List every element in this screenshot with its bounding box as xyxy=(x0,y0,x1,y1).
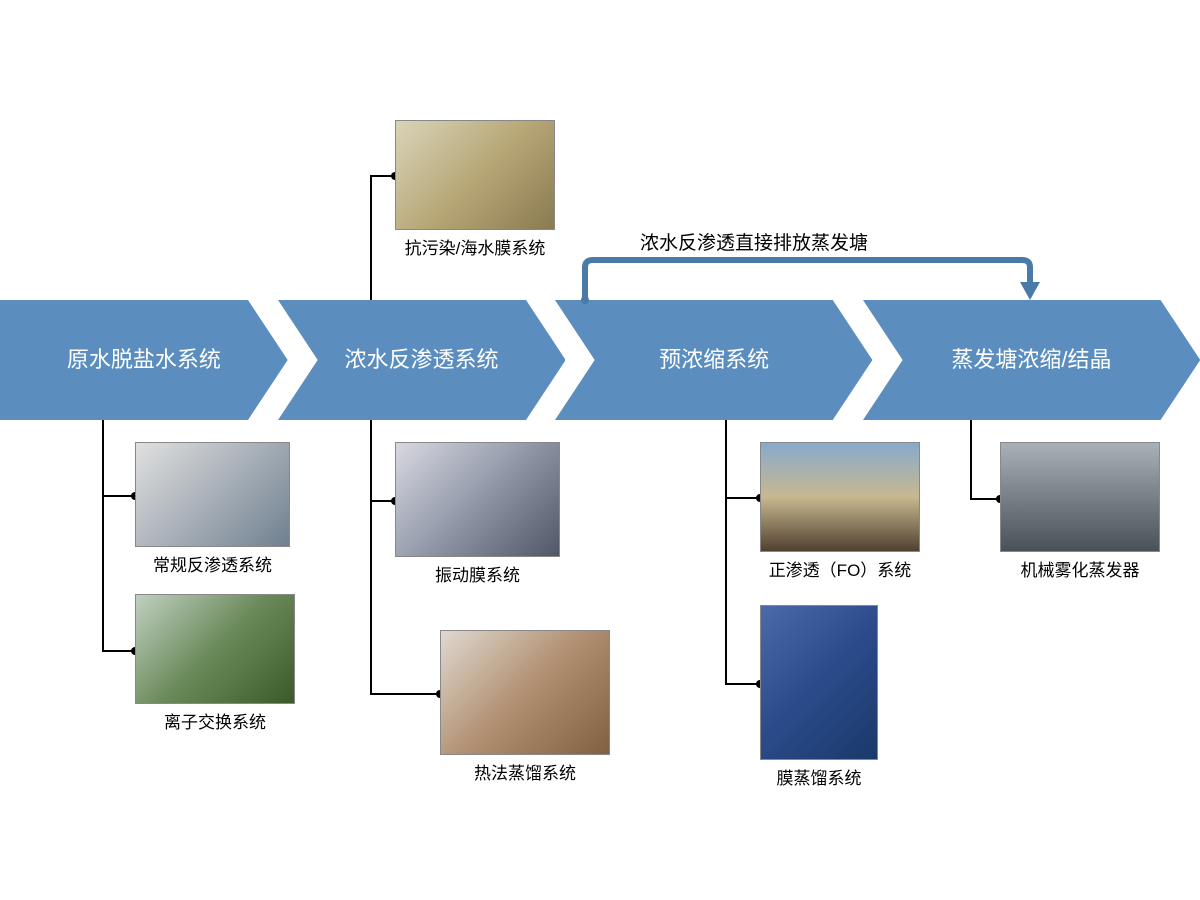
item-antifouling: 抗污染/海水膜系统 xyxy=(395,120,555,259)
item-image xyxy=(440,630,610,755)
connector xyxy=(102,420,104,650)
item-vibmembrane: 振动膜系统 xyxy=(395,442,560,586)
item-image xyxy=(395,442,560,557)
item-ionexchange: 离子交换系统 xyxy=(135,594,295,733)
chevron-row: 原水脱盐水系统 浓水反渗透系统 预浓缩系统 蒸发塘浓缩/结晶 xyxy=(0,300,1200,420)
item-image xyxy=(1000,442,1160,552)
item-image xyxy=(760,605,878,760)
item-caption: 热法蒸馏系统 xyxy=(440,759,610,784)
item-image xyxy=(135,442,290,547)
process-flow-diagram: 原水脱盐水系统 浓水反渗透系统 预浓缩系统 蒸发塘浓缩/结晶 浓水反渗透直接排放… xyxy=(0,0,1200,900)
stage-2-label: 浓水反渗透系统 xyxy=(345,346,499,375)
item-caption: 机械雾化蒸发器 xyxy=(1000,556,1160,581)
item-membranedist: 膜蒸馏系统 xyxy=(760,605,878,789)
item-caption: 振动膜系统 xyxy=(395,561,560,586)
stage-3-label: 预浓缩系统 xyxy=(659,346,769,375)
item-thermal: 热法蒸馏系统 xyxy=(440,630,610,784)
connector xyxy=(725,420,727,685)
connector xyxy=(370,693,440,695)
stage-4-chevron: 蒸发塘浓缩/结晶 xyxy=(863,300,1200,420)
bypass-arrow-icon xyxy=(575,252,1045,307)
bypass-label: 浓水反渗透直接排放蒸发塘 xyxy=(640,228,868,255)
connector xyxy=(370,175,372,300)
stage-4-label: 蒸发塘浓缩/结晶 xyxy=(951,346,1111,375)
item-caption: 常规反渗透系统 xyxy=(135,551,290,576)
item-caption: 离子交换系统 xyxy=(135,708,295,733)
item-caption: 正渗透（FO）系统 xyxy=(760,556,920,581)
item-atomizer: 机械雾化蒸发器 xyxy=(1000,442,1160,581)
item-image xyxy=(395,120,555,230)
stage-2-chevron: 浓水反渗透系统 xyxy=(278,300,566,420)
connector xyxy=(370,420,372,695)
item-image xyxy=(135,594,295,704)
item-conventional: 常规反渗透系统 xyxy=(135,442,290,576)
stage-1-chevron: 原水脱盐水系统 xyxy=(0,300,288,420)
stage-3-chevron: 预浓缩系统 xyxy=(555,300,872,420)
item-caption: 膜蒸馏系统 xyxy=(760,764,878,789)
item-caption: 抗污染/海水膜系统 xyxy=(395,234,555,259)
item-image xyxy=(760,442,920,552)
connector xyxy=(725,683,760,685)
connector xyxy=(725,497,760,499)
item-fosystem: 正渗透（FO）系统 xyxy=(760,442,920,581)
stage-1-label: 原水脱盐水系统 xyxy=(67,346,221,375)
connector xyxy=(970,420,972,500)
